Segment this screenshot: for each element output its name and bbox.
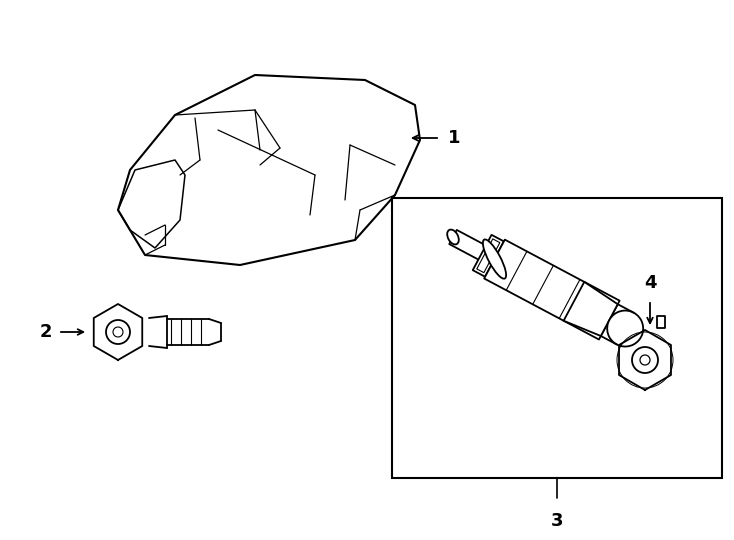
Polygon shape <box>118 75 420 265</box>
Text: 4: 4 <box>644 274 656 292</box>
Text: 3: 3 <box>550 512 563 530</box>
Bar <box>392 198 722 478</box>
Polygon shape <box>473 235 504 276</box>
Ellipse shape <box>447 230 459 245</box>
Polygon shape <box>484 240 619 340</box>
Ellipse shape <box>607 310 643 347</box>
Text: 2: 2 <box>40 323 52 341</box>
Polygon shape <box>564 282 618 336</box>
Ellipse shape <box>483 239 506 279</box>
Text: 1: 1 <box>448 129 460 147</box>
